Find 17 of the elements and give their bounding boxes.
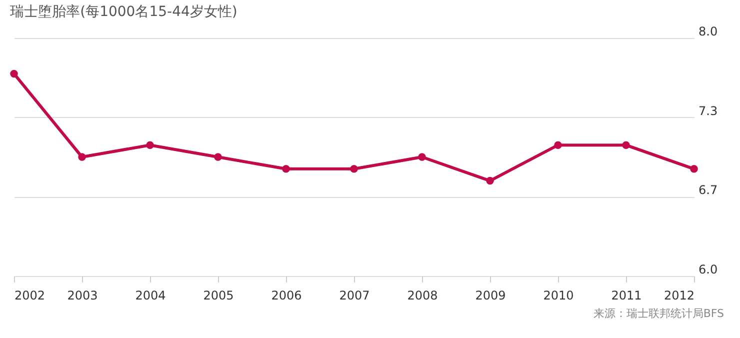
x-tick-label: 2007	[339, 288, 370, 302]
x-tick-label: 2008	[407, 288, 438, 302]
x-tick-label: 2005	[203, 288, 234, 302]
x-tick-label: 2009	[475, 288, 506, 302]
x-tick-label: 2002	[14, 288, 46, 302]
x-tick-label: 2003	[67, 288, 98, 302]
x-tick-label: 2011	[611, 288, 642, 302]
x-tick-label: 2012	[664, 288, 694, 302]
y-tick-label: 7.3	[698, 104, 718, 118]
y-tick-label: 6.0	[698, 262, 718, 276]
chart-title: 瑞士堕胎率(每1000名15-44岁女性)	[10, 4, 238, 20]
x-tick-label: 2010	[543, 288, 574, 302]
x-tick-label: 2004	[135, 288, 166, 302]
y-tick-label: 6.7	[698, 183, 718, 198]
x-tick-label: 2006	[271, 288, 302, 302]
y-tick-label: 8.0	[698, 24, 718, 38]
source-note: 来源：瑞士联邦统计局BFS	[593, 307, 724, 320]
